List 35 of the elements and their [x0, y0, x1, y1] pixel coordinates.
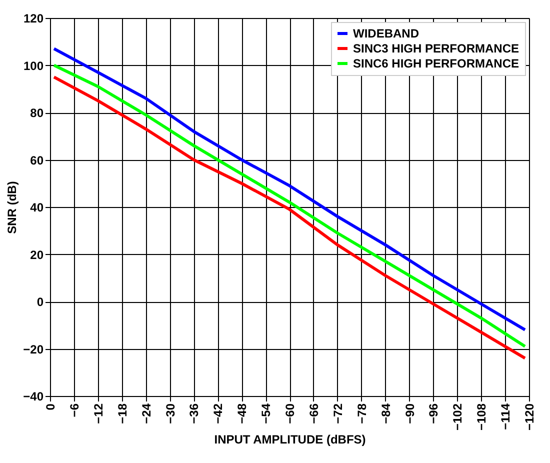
y-tick-label: 20: [30, 248, 44, 262]
x-tick-label: −54: [259, 403, 274, 424]
x-tick-label: 0: [44, 403, 58, 410]
y-tick-label: 60: [30, 153, 44, 168]
x-tick-label: −48: [235, 403, 250, 424]
x-tick-label: −114: [498, 403, 513, 430]
x-tick-label: −78: [354, 403, 369, 424]
x-tick-label: −6: [67, 403, 82, 418]
y-tick-label: 120: [23, 12, 44, 26]
x-tick-label: −30: [163, 403, 178, 424]
x-tick-label: −18: [115, 403, 130, 424]
x-tick-label: −120: [522, 403, 536, 431]
x-tick-label: −60: [283, 403, 297, 424]
x-tick-label: −12: [91, 403, 106, 424]
x-tick-label: −90: [402, 403, 417, 424]
y-tick-label: 40: [30, 200, 44, 214]
x-tick-label: −42: [211, 403, 226, 424]
legend-label: SINC3 HIGH PERFORMANCE: [353, 42, 520, 56]
x-tick-label: −24: [139, 403, 154, 424]
x-tick-label: −96: [426, 403, 441, 424]
legend-label: SINC6 HIGH PERFORMANCE: [353, 56, 520, 70]
x-tick-label: −108: [474, 403, 489, 431]
y-tick-label: 100: [23, 58, 44, 73]
legend-label: WIDEBAND: [353, 26, 420, 40]
x-tick-label: −72: [330, 403, 345, 424]
x-tick-label: −36: [187, 403, 202, 424]
y-axis-title: SNR (dB): [5, 181, 20, 234]
x-axis-title: INPUT AMPLITUDE (dBFS): [214, 432, 366, 447]
x-tick-label: −84: [378, 403, 393, 424]
y-tick-label: 0: [36, 295, 44, 309]
x-tick-label: −102: [450, 403, 465, 431]
y-tick-label: 80: [30, 106, 44, 120]
y-tick-label: −20: [23, 342, 44, 356]
y-tick-label: −40: [23, 390, 44, 404]
x-tick-label: −66: [306, 403, 321, 424]
